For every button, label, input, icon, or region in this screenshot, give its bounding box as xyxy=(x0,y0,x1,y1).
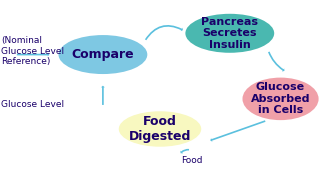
Text: Food
Digested: Food Digested xyxy=(129,115,191,143)
Text: Food: Food xyxy=(181,156,203,165)
Text: Compare: Compare xyxy=(72,48,134,61)
Text: Glucose Level: Glucose Level xyxy=(1,100,65,109)
Text: (Nominal
Glucose Level
Reference): (Nominal Glucose Level Reference) xyxy=(1,36,65,66)
Ellipse shape xyxy=(243,78,319,120)
Text: Pancreas
Secretes
Insulin: Pancreas Secretes Insulin xyxy=(201,17,258,50)
Ellipse shape xyxy=(185,14,274,53)
Text: Glucose
Absorbed
in Cells: Glucose Absorbed in Cells xyxy=(251,82,310,115)
Ellipse shape xyxy=(59,35,147,74)
Ellipse shape xyxy=(119,111,201,147)
